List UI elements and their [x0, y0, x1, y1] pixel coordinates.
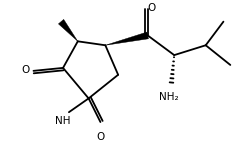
Polygon shape: [105, 32, 148, 45]
Text: NH: NH: [55, 116, 71, 126]
Text: NH₂: NH₂: [159, 92, 178, 103]
Text: O: O: [96, 132, 104, 142]
Text: O: O: [147, 3, 155, 13]
Polygon shape: [58, 19, 77, 41]
Text: O: O: [21, 65, 29, 75]
